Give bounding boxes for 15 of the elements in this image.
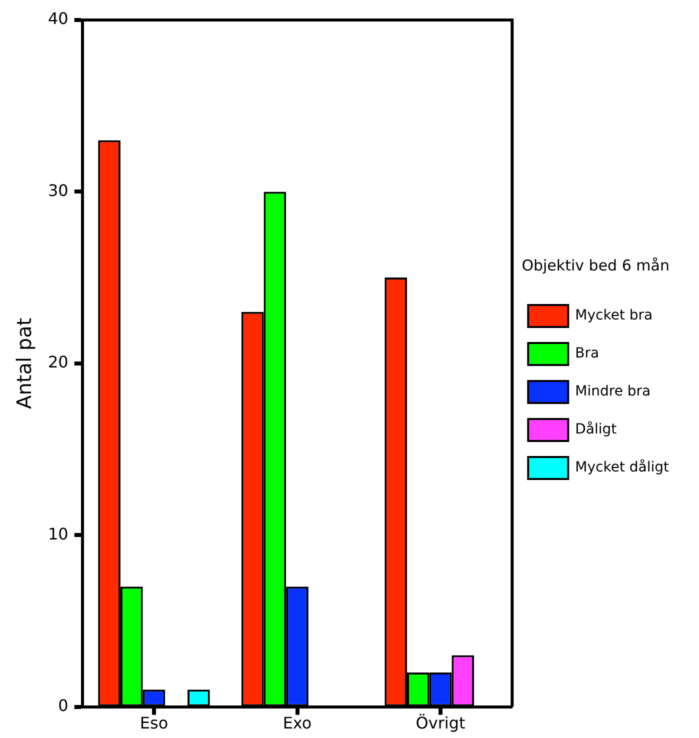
x-tick-label: Övrigt bbox=[416, 714, 466, 733]
legend-label: Bra bbox=[575, 346, 600, 362]
legend-label: Dåligt bbox=[575, 420, 618, 438]
y-tick-label: 20 bbox=[48, 352, 68, 372]
x-tick-label: Exo bbox=[282, 714, 312, 733]
legend-label: Mycket dåligt bbox=[575, 458, 670, 476]
y-axis-title: Antal pat bbox=[12, 318, 36, 409]
y-tick-label: 0 bbox=[58, 696, 68, 715]
legend-label: Mindre bra bbox=[575, 384, 651, 400]
legend-title: Objektiv bed 6 mån bbox=[522, 256, 670, 274]
y-tick-label: 10 bbox=[48, 524, 68, 544]
x-tick-label: Eso bbox=[140, 714, 168, 733]
legend-label: Mycket bra bbox=[575, 308, 653, 324]
y-tick-label: 40 bbox=[48, 9, 68, 28]
y-tick-label: 30 bbox=[48, 180, 68, 200]
